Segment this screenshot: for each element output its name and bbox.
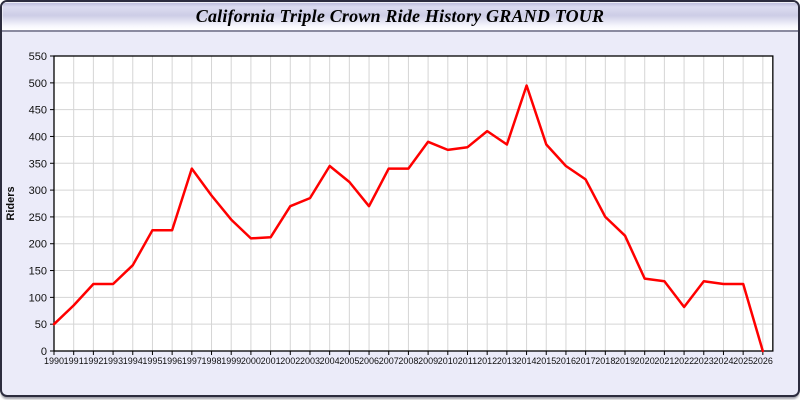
y-tick-label: 50 <box>35 319 47 331</box>
y-tick-label: 300 <box>29 185 47 197</box>
x-tick-label: 2014 <box>517 356 537 366</box>
x-tick-label: 2009 <box>418 356 438 366</box>
ride-history-chart: 1990 1991 1992 1993 1994 1995 1996 1997 1998 1999… <box>5 51 774 366</box>
x-tick-label: 2019 <box>615 356 635 366</box>
x-tick-label: 2013 <box>497 356 517 366</box>
x-tick-label: 2024 <box>713 356 733 366</box>
riders-line-series <box>52 84 765 353</box>
x-tick-label: 1997 <box>182 356 202 366</box>
y-axis-title: Riders <box>5 186 17 220</box>
y-tick-label: 400 <box>29 131 47 143</box>
y-tick-label: 550 <box>29 51 47 63</box>
x-tick-label: 2023 <box>694 356 714 366</box>
x-tick-label: 2021 <box>654 356 674 366</box>
x-tick-label: 1996 <box>162 356 182 366</box>
chart-panel: 1990 1991 1992 1993 1994 1995 1996 1997 1998 1999… <box>2 32 798 395</box>
y-tick-label: 0 <box>41 346 47 358</box>
x-tick-label: 2017 <box>576 356 596 366</box>
y-tick-label: 250 <box>29 212 47 224</box>
y-tick-label: 450 <box>29 105 47 117</box>
x-tick-label: 2001 <box>261 356 281 366</box>
x-tick-label: 2016 <box>556 356 576 366</box>
x-tick-label: 1995 <box>142 356 162 366</box>
x-tick-label: 1991 <box>64 356 84 366</box>
x-tick-label: 2002 <box>280 356 300 366</box>
x-tick-label: 1992 <box>83 356 103 366</box>
x-tick-label: 2026 <box>753 356 773 366</box>
x-tick-label: 2018 <box>595 356 615 366</box>
y-tick-label: 200 <box>29 239 47 251</box>
x-tick-label: 2004 <box>320 356 340 366</box>
x-tick-label: 2015 <box>536 356 556 366</box>
x-tick-label: 1999 <box>221 356 241 366</box>
x-tick-label: 2010 <box>438 356 458 366</box>
x-tick-label: 2025 <box>733 356 753 366</box>
x-tick-label: 2012 <box>477 356 497 366</box>
x-tick-label: 2005 <box>339 356 359 366</box>
x-tick-label: 1998 <box>202 356 222 366</box>
x-tick-label: 1994 <box>123 356 143 366</box>
title-bar: California Triple Crown Ride History GRA… <box>2 2 798 32</box>
y-tick-label: 150 <box>29 266 47 278</box>
x-tick-label: 2011 <box>458 356 477 366</box>
y-tick-label: 350 <box>29 158 47 170</box>
y-tick-label: 500 <box>29 78 47 90</box>
y-tick-label: 100 <box>29 292 47 304</box>
x-tick-label: 1990 <box>44 356 64 366</box>
page-title: California Triple Crown Ride History GRA… <box>195 5 605 26</box>
x-tick-label: 2020 <box>635 356 655 366</box>
x-tick-label: 2007 <box>379 356 399 366</box>
x-tick-label: 1993 <box>103 356 123 366</box>
x-tick-label: 2000 <box>241 356 261 366</box>
x-tick-label: 2006 <box>359 356 379 366</box>
x-tick-label: 2003 <box>300 356 320 366</box>
x-tick-label: 2022 <box>674 356 694 366</box>
x-tick-label: 2008 <box>398 356 418 366</box>
plot-border <box>53 55 774 352</box>
plot-area <box>54 56 773 351</box>
